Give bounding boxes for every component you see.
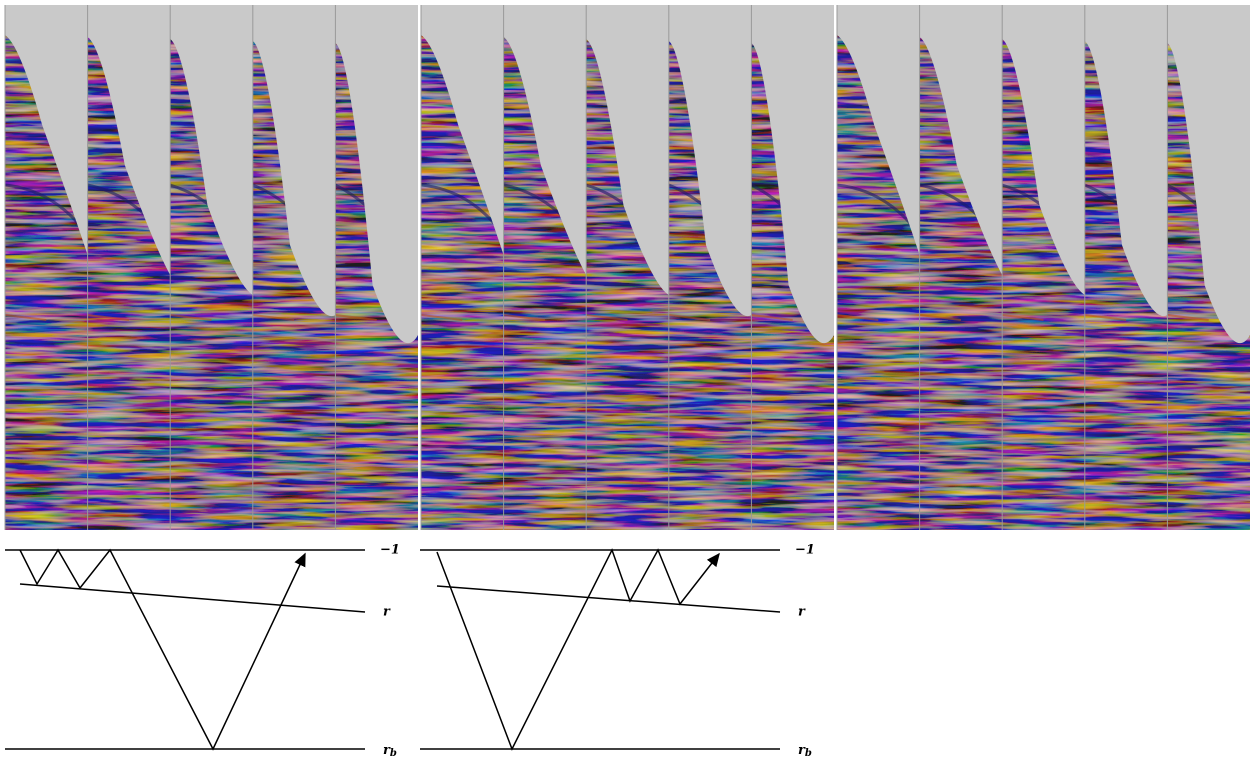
ray-diagram: −1 r rb (5, 543, 400, 759)
event (1167, 314, 1209, 321)
ray-path (19, 548, 306, 751)
event (170, 314, 212, 321)
event (837, 314, 879, 321)
surface-label: −1 (380, 543, 400, 558)
event (335, 314, 377, 321)
reflector-line (436, 585, 781, 613)
event (668, 314, 711, 321)
event (421, 314, 463, 321)
event (586, 314, 628, 321)
reflector-label: r (798, 605, 806, 620)
base-label: rb (798, 743, 812, 759)
reflector-label: r (383, 605, 391, 620)
event (252, 314, 295, 321)
surface-label: −1 (795, 543, 815, 558)
base-label: rb (383, 743, 397, 759)
event (1084, 314, 1127, 321)
event (919, 314, 962, 321)
event (87, 314, 130, 321)
ray-path (436, 548, 720, 751)
ray-diagram: −1 r rb (420, 543, 815, 759)
event (503, 314, 546, 321)
seismic-panels (4, 5, 1250, 530)
event (751, 314, 793, 321)
event (1002, 314, 1044, 321)
reflector-line (19, 583, 366, 613)
event (5, 314, 47, 321)
